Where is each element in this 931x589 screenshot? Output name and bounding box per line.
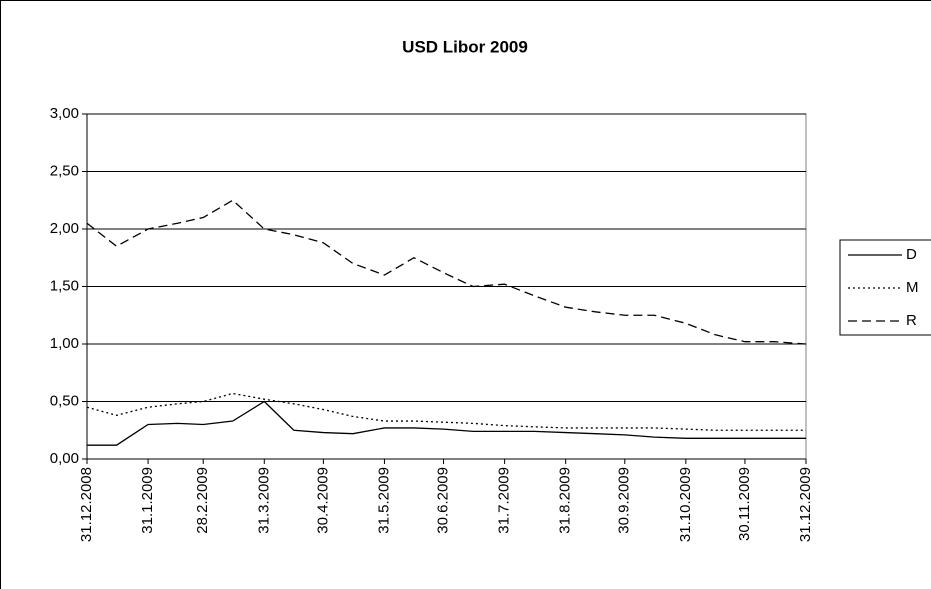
series-line	[87, 400, 806, 446]
y-tick-label: 2,50	[50, 162, 79, 179]
legend-label: M	[906, 279, 919, 296]
legend-box	[839, 239, 931, 336]
chart-title: USD Libor 2009	[402, 37, 528, 56]
x-tick-label: 31.7.2009	[496, 467, 513, 534]
x-tick-label: 30.11.2009	[736, 467, 753, 541]
x-tick-label: 31.1.2009	[139, 467, 156, 534]
series-line	[86, 392, 806, 431]
y-tick-label: 2,00	[50, 220, 79, 237]
x-tick-label: 28.2.2009	[194, 467, 211, 534]
x-tick-label: 31.8.2009	[557, 467, 574, 534]
legend-label: D	[906, 246, 917, 263]
y-tick-label: 1,50	[50, 277, 79, 294]
x-tick-label: 31.3.2009	[255, 467, 272, 534]
legend-label: R	[906, 312, 917, 329]
y-tick-label: 0,50	[50, 392, 79, 409]
series-line	[86, 199, 807, 345]
y-tick-label: 3,00	[50, 105, 79, 122]
x-tick-label: 31.12.2008	[78, 467, 95, 542]
x-tick-label: 31.12.2009	[797, 467, 814, 542]
x-tick-label: 30.9.2009	[616, 467, 633, 534]
x-tick-label: 31.10.2009	[677, 467, 694, 542]
x-tick-label: 30.4.2009	[314, 467, 331, 534]
y-tick-label: 0,00	[50, 450, 79, 467]
y-tick-label: 1,00	[50, 335, 79, 352]
x-tick-label: 31.5.2009	[375, 467, 392, 534]
x-tick-label: 30.6.2009	[435, 467, 452, 534]
